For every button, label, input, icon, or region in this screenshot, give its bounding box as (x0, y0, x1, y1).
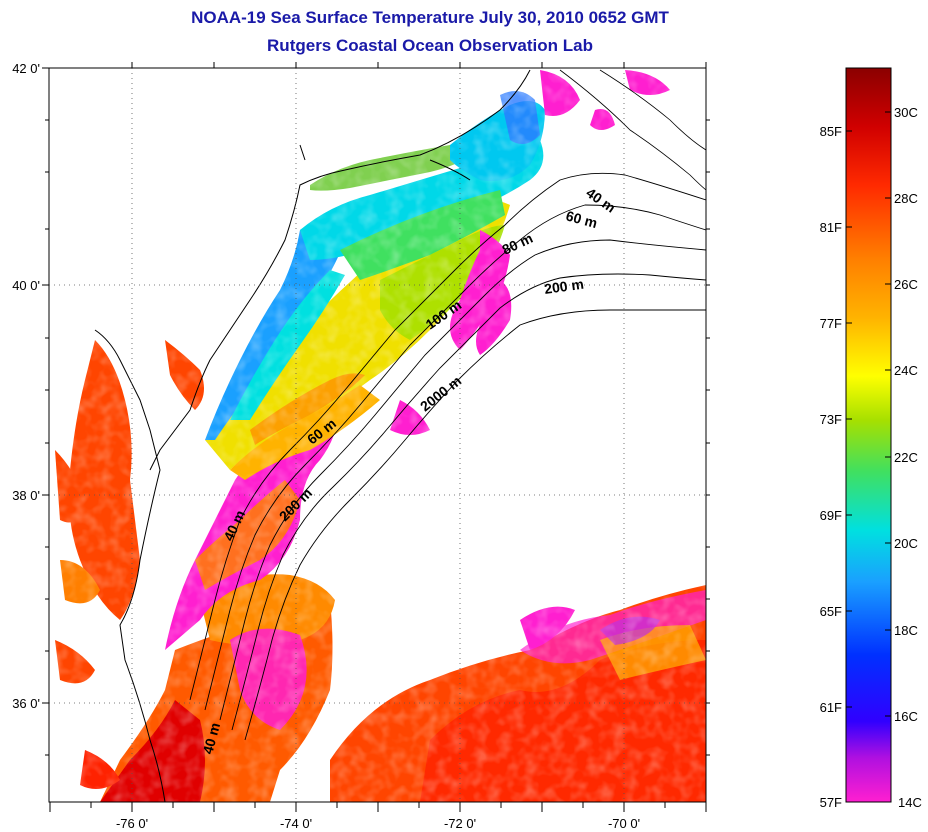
coastline (94, 69, 531, 802)
colorbar-c-label: 16C (894, 709, 918, 724)
colorbar-f-label: 81F (820, 220, 842, 235)
colorbar-f-label: 69F (820, 508, 842, 523)
lat-tick-label: 40 0' (12, 278, 40, 293)
colorbar-f-label: 73F (820, 412, 842, 427)
colorbar-f-label: 85F (820, 124, 842, 139)
lon-tick-label: -76 0' (116, 816, 148, 831)
lat-tick-label: 38 0' (12, 488, 40, 503)
colorbar-f-label: 77F (820, 316, 842, 331)
colorbar-c-label: 28C (894, 191, 918, 206)
axis-ticks (42, 62, 710, 812)
isobath-2000m (244, 309, 706, 741)
isobath-200m (231, 273, 706, 731)
colorbar-c-label: 20C (894, 536, 918, 551)
lon-tick-label: -70 0' (608, 816, 640, 831)
isobath-label: 200 m (543, 276, 585, 297)
isobath-60m (204, 204, 706, 711)
colorbar-c-label: 22C (894, 450, 918, 465)
lat-tick-label: 42 0' (12, 61, 40, 76)
isobath-80m (219, 239, 706, 721)
colorbar-f-label: 61F (820, 700, 842, 715)
colorbar-c-label: 24C (894, 363, 918, 378)
map-subtitle: Rutgers Coastal Ocean Observation Lab (267, 36, 593, 55)
isobath-label: 60 m (564, 207, 599, 231)
sst-field: 40 m 60 m 80 m 200 m 100 m 2000 m 60 m 2… (49, 68, 706, 802)
colorbar-c-label: 26C (894, 277, 918, 292)
lon-tick-label: -74 0' (280, 816, 312, 831)
lon-tick-label: -72 0' (444, 816, 476, 831)
isobath-40m (189, 172, 706, 701)
colorbar-gradient-bar (845, 67, 892, 803)
colorbar-f-label: 57F (820, 795, 842, 810)
map-title: NOAA-19 Sea Surface Temperature July 30,… (191, 8, 669, 27)
colorbar-f-label: 65F (820, 604, 842, 619)
colorbar-c-label: 14C (898, 795, 922, 810)
lat-tick-label: 36 0' (12, 696, 40, 711)
isobath-label: 40 m (199, 721, 223, 756)
colorbar: 85F 81F 77F 73F 69F 65F 61F 57F 30C 28C … (820, 67, 922, 810)
colorbar-c-label: 18C (894, 623, 918, 638)
colorbar-c-label: 30C (894, 105, 918, 120)
